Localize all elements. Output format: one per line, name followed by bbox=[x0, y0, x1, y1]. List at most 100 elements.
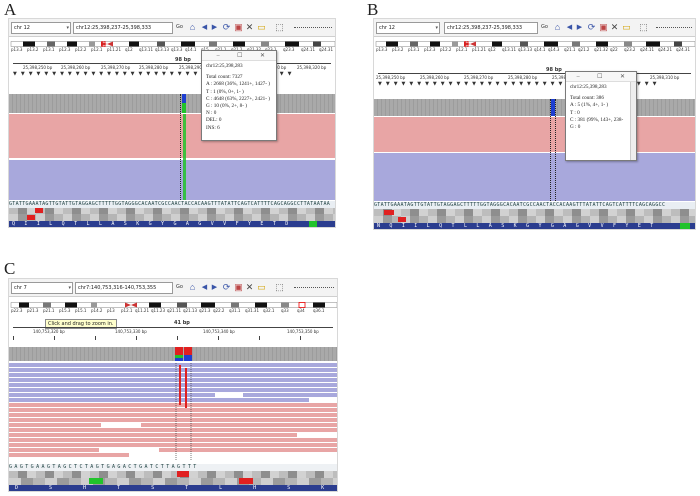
stop-codon-marker bbox=[35, 208, 43, 213]
coverage-track bbox=[374, 99, 695, 116]
ruler-tick: 140,753,350 bp bbox=[287, 329, 319, 334]
chevron-down-icon: ▾ bbox=[435, 25, 438, 31]
expand-icon[interactable]: ⬚ bbox=[639, 22, 648, 32]
refresh-icon[interactable]: ⟳ bbox=[222, 22, 231, 32]
panel-label-c: C bbox=[4, 259, 16, 278]
close-icon[interactable]: ✕ bbox=[245, 282, 254, 292]
band-labels: p22.3 p21.3 p21.1 p15.3 p15.1 p14.2 p13 … bbox=[11, 308, 325, 313]
region-icon[interactable]: ▣ bbox=[234, 282, 243, 292]
chromosome-select[interactable]: chr 12 ▾ bbox=[376, 22, 440, 34]
igv-screenshot-a: chr 12 ▾ chr12:25,398,237-25,398,333 Go … bbox=[8, 18, 336, 228]
allele-count-popup-b[interactable]: ‒ ☐ ✕ chr12:25,398,283 Total count: 386 … bbox=[565, 71, 637, 161]
translation-frame-2 bbox=[374, 216, 695, 223]
locus-input[interactable]: chr7:140,753,316-140,753,355 bbox=[75, 282, 173, 294]
start-codon-marker bbox=[680, 223, 690, 229]
variant-marker-blue bbox=[182, 94, 186, 103]
amino-acid-track: N Q I I L Q T L L A S K G Y G A G V V F … bbox=[374, 223, 695, 229]
go-button[interactable]: Go bbox=[541, 24, 548, 30]
variant-marker-blue bbox=[184, 355, 192, 361]
window-buttons[interactable]: ‒ ☐ ✕ bbox=[216, 53, 273, 59]
translation-frame-2 bbox=[9, 214, 335, 221]
tick-marks bbox=[13, 336, 333, 340]
close-icon[interactable]: ✕ bbox=[245, 22, 254, 32]
home-icon[interactable]: ⌂ bbox=[189, 22, 196, 32]
strand-arrows: ▼▼▼▼▼▼▼▼▼▼▼▼▼▼▼▼▼▼▼▼▼▼▼▼▼▼▼▼▼▼▼▼▼▼▼▼ bbox=[13, 71, 296, 77]
ruler-tick: 25,398,320 bp bbox=[297, 65, 327, 70]
ruler-tick: 25,398,280 bp bbox=[508, 75, 538, 80]
variant-column-reads bbox=[183, 114, 186, 200]
start-codon-marker bbox=[309, 221, 317, 227]
zoom-tooltip: Click and drag to zoom in. bbox=[45, 319, 117, 329]
popup-titlebar[interactable]: ‒ ☐ ✕ bbox=[566, 72, 636, 82]
go-button[interactable]: Go bbox=[176, 24, 183, 30]
ruler-tick: 25,398,280 bp bbox=[139, 65, 169, 70]
reference-sequence: GTATTGAAATAGTTGTATTGTAGGAGCTTTTTGGTAGGGC… bbox=[374, 202, 695, 209]
start-codon-marker bbox=[89, 478, 103, 484]
popup-text-icon[interactable]: ▭ bbox=[257, 22, 266, 32]
back-arrow-icon[interactable]: ◀ bbox=[566, 24, 573, 31]
stop-codon-marker bbox=[239, 478, 253, 484]
window-buttons[interactable]: ‒ ☐ ✕ bbox=[576, 74, 633, 80]
popup-line: N : 0 bbox=[206, 110, 217, 117]
chromosome-select[interactable]: chr 7 ▾ bbox=[11, 282, 73, 294]
locus-input[interactable]: chr12:25,398,237-25,398,333 bbox=[444, 22, 538, 34]
ruler-tick: 25,398,270 bp bbox=[101, 65, 131, 70]
ruler-tick: 140,753,340 bp bbox=[203, 329, 235, 334]
home-icon[interactable]: ⌂ bbox=[189, 282, 196, 292]
close-icon[interactable]: ✕ bbox=[610, 22, 619, 32]
popup-line: DEL: 0 bbox=[206, 117, 222, 124]
ruler-span: 41 bp bbox=[174, 320, 190, 326]
ruler: 98 bp 25,398,250 bp 25,398,260 bp 25,398… bbox=[374, 67, 695, 87]
allele-count-popup-a[interactable]: chr12:25,398,283 ‒ ☐ ✕ chr12:25,398,283 … bbox=[201, 50, 277, 141]
popup-line: T : 0 bbox=[570, 109, 580, 116]
zoom-slider[interactable] bbox=[656, 27, 692, 29]
ruler-span: 98 bp bbox=[546, 67, 562, 73]
stop-codon-marker bbox=[177, 471, 189, 477]
popup-line: G : 0 bbox=[570, 124, 581, 131]
coverage-track bbox=[9, 347, 337, 361]
band-labels: p13.3 p13.2 p13.1 p12.3 p12.2 p12.1 p11.… bbox=[11, 47, 333, 52]
panel-label-b: B bbox=[367, 0, 379, 19]
ruler-tick: 25,398,310 bp bbox=[650, 75, 680, 80]
home-icon[interactable]: ⌂ bbox=[554, 22, 561, 32]
zoom-slider[interactable] bbox=[294, 287, 334, 289]
strand-arrows: ▼▼▼▼▼▼▼▼▼▼▼▼▼▼▼▼▼▼▼▼▼▼▼▼▼▼▼▼▼▼▼▼▼▼▼▼ bbox=[378, 81, 661, 87]
expand-icon[interactable]: ⬚ bbox=[275, 22, 284, 32]
panel-label-a: A bbox=[4, 0, 17, 19]
chromosome-ideogram bbox=[9, 41, 335, 47]
back-arrow-icon[interactable]: ◀ bbox=[201, 284, 208, 291]
ruler-tick: 25,398,290 bp bbox=[179, 65, 209, 70]
ruler-span: 98 bp bbox=[175, 57, 191, 63]
locus-input[interactable]: chr12:25,398,237-25,398,333 bbox=[73, 22, 173, 34]
zoom-slider[interactable] bbox=[294, 27, 332, 29]
popup-line: T : 1 (0%, 0+, 1- ) bbox=[206, 88, 244, 95]
variant-marker-red bbox=[184, 347, 192, 355]
forward-arrow-icon[interactable]: ▶ bbox=[211, 24, 218, 31]
ruler: 98 bp 25,398,250 bp 25,398,260 bp 25,398… bbox=[9, 57, 335, 77]
forward-arrow-icon[interactable]: ▶ bbox=[576, 24, 583, 31]
ruler-tick: 25,398,260 bp bbox=[420, 75, 450, 80]
center-guide bbox=[555, 99, 556, 201]
popup-locus: chr12:25,398,283 bbox=[206, 63, 243, 69]
ruler-tick: 140,753,330 bp bbox=[115, 329, 147, 334]
coverage-track bbox=[9, 94, 335, 113]
chromosome-select[interactable]: chr 12 ▾ bbox=[11, 22, 71, 34]
reads-reverse bbox=[9, 160, 335, 200]
center-guide bbox=[180, 94, 181, 200]
popup-text-icon[interactable]: ▭ bbox=[257, 282, 266, 292]
expand-icon[interactable]: ⬚ bbox=[275, 282, 284, 292]
forward-arrow-icon[interactable]: ▶ bbox=[211, 284, 218, 291]
reads-forward bbox=[9, 114, 335, 158]
region-icon[interactable]: ▣ bbox=[234, 22, 243, 32]
back-arrow-icon[interactable]: ◀ bbox=[201, 24, 208, 31]
popup-titlebar[interactable]: chr12:25,398,283 ‒ ☐ ✕ bbox=[202, 51, 276, 61]
popup-scrollbar[interactable] bbox=[630, 82, 636, 160]
region-icon[interactable]: ▣ bbox=[599, 22, 608, 32]
refresh-icon[interactable]: ⟳ bbox=[587, 22, 596, 32]
refresh-icon[interactable]: ⟳ bbox=[222, 282, 231, 292]
ruler: Click and drag to zoom in. 41 bp 140,753… bbox=[9, 317, 337, 343]
chromosome-value: chr 12 bbox=[14, 25, 30, 31]
stop-codon-marker bbox=[384, 210, 394, 215]
popup-text-icon[interactable]: ▭ bbox=[622, 22, 631, 32]
go-button[interactable]: Go bbox=[176, 284, 183, 290]
